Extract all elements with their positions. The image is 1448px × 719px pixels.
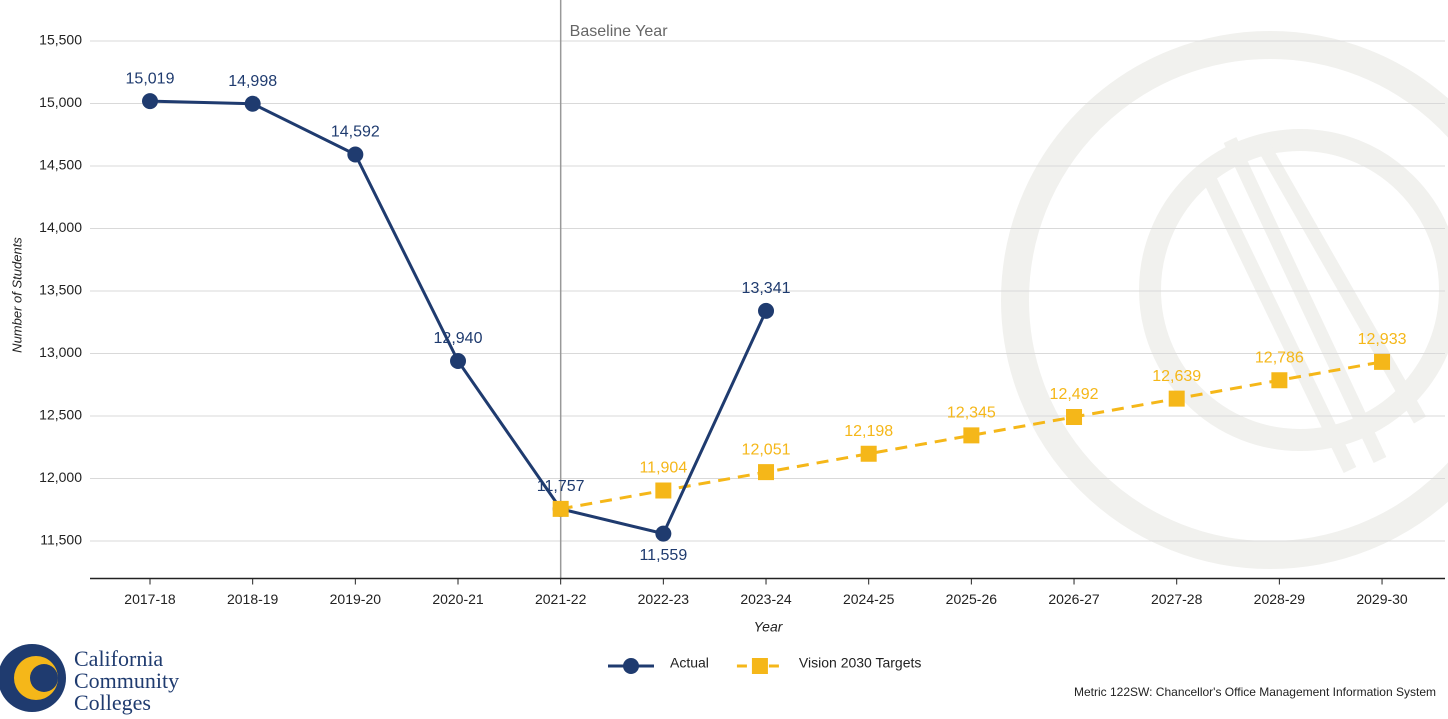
data-label: 12,051 [742,441,791,458]
data-label: 13,341 [742,280,791,297]
y-tick-label: 12,500 [39,407,82,423]
point [1066,409,1083,425]
x-tick-label: 2019-20 [330,591,382,607]
data-label: 14,592 [331,124,380,141]
data-label: 11,559 [639,547,687,564]
point [655,525,672,542]
data-label: 12,198 [844,423,893,440]
data-label: 12,933 [1358,331,1407,348]
x-axis-label: Year [754,619,784,635]
legend-label: Actual [670,655,709,671]
point [963,427,980,444]
y-axis-label: Number of Students [9,237,24,353]
data-label: 12,492 [1050,386,1099,403]
logo-text: California [74,646,163,671]
data-label: 12,345 [947,405,996,422]
y-tick-label: 15,500 [39,32,82,48]
x-tick-label: 2018-19 [227,591,279,607]
x-tick-label: 2024-25 [843,591,895,607]
data-label: 12,639 [1152,368,1201,385]
y-tick-label: 11,500 [40,532,82,548]
logo-text: Colleges [74,690,151,715]
y-tick-label: 14,000 [39,219,82,235]
point [244,95,261,112]
data-label: 15,019 [126,70,175,87]
point [1271,372,1288,389]
point [655,482,672,499]
x-tick-label: 2021-22 [535,591,587,607]
point [450,353,467,369]
point [552,500,569,517]
legend-label: Vision 2030 Targets [799,655,921,671]
point [1168,390,1185,407]
data-label: 12,786 [1255,349,1304,366]
annotation: Baseline Year [570,23,669,40]
y-tick-label: 13,000 [39,344,82,360]
y-tick-label: 12,000 [39,469,82,485]
y-tick-label: 13,500 [39,282,82,298]
point [860,445,877,462]
x-tick-label: 2023-24 [740,591,792,607]
logo [0,644,66,712]
legend-marker [751,658,768,674]
x-tick-label: 2029-30 [1356,591,1408,607]
y-tick-label: 15,000 [39,94,82,110]
source: Metric 122SW: Chancellor's Office Manage… [1074,685,1436,699]
point [758,464,775,481]
point [1374,353,1391,370]
x-tick-label: 2022-23 [638,591,690,607]
legend-marker [623,658,639,674]
x-tick-label: 2025-26 [946,591,998,607]
point [758,302,775,319]
data-label: 11,904 [639,460,687,477]
x-tick-label: 2026-27 [1048,591,1100,607]
y-tick-label: 14,500 [39,157,82,173]
point [142,93,158,110]
data-label: 12,940 [434,330,483,347]
x-tick-label: 2027-28 [1151,591,1203,607]
data-label: 11,757 [537,478,585,495]
x-tick-label: 2020-21 [432,591,484,607]
x-tick-label: 2028-29 [1254,591,1306,607]
x-tick-label: 2017-18 [124,591,176,607]
point [347,146,364,163]
logo-text: Community [74,668,179,693]
data-label: 14,998 [228,73,277,90]
